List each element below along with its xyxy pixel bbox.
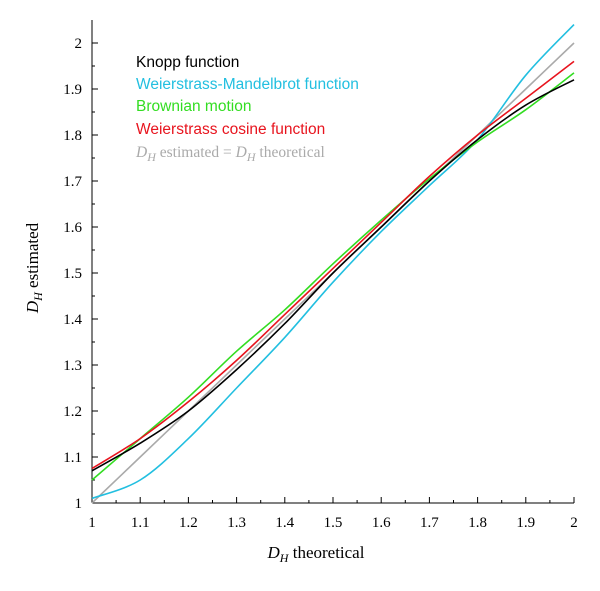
series-lines [91, 24, 575, 504]
x-ticks: 1 1.1 1.2 1.3 1.4 1.5 1.6 1.7 1.8 1.9 2 [88, 497, 578, 531]
legend-entry-weierstrass-cosine: Weierstrass cosine function [136, 121, 325, 138]
x-tick-label: 1 [88, 515, 96, 531]
y-ticks: 1 1.1 1.2 1.3 1.4 1.5 1.6 1.7 1.8 1.9 2 [63, 36, 98, 512]
x-axis-label-sub: H [279, 551, 290, 565]
legend-entry-knopp: Knopp function [136, 54, 239, 71]
x-tick-label: 1.6 [372, 515, 391, 531]
legend-identity-sub: H [146, 150, 157, 164]
legend-identity-text-2: theoretical [256, 144, 325, 161]
series-weierstrass-cosine-line [91, 60, 575, 470]
x-axis-label-symbol: D [267, 543, 281, 562]
y-tick-label: 1.3 [63, 358, 82, 374]
x-tick-label: 1.8 [468, 515, 487, 531]
legend-identity-symbol: D [135, 144, 147, 161]
y-tick-label: 1.9 [63, 82, 82, 98]
plot-area: 1 1.1 1.2 1.3 1.4 1.5 1.6 1.7 1.8 1.9 2 1 1.1 1.2 1.3… [63, 20, 578, 531]
y-axis-label: DH estimated [23, 222, 45, 314]
y-tick-label: 1.7 [63, 174, 82, 190]
legend-entry-weierstrass-mandelbrot: Weierstrass-Mandelbrot function [136, 76, 359, 93]
x-tick-label: 1.5 [324, 515, 343, 531]
y-tick-label: 1 [75, 496, 83, 512]
x-axis-label: DH theoretical [267, 543, 365, 565]
y-tick-label: 2 [75, 36, 83, 52]
y-tick-label: 1.8 [63, 128, 82, 144]
legend-identity-sub-2: H [246, 150, 257, 164]
x-tick-label: 1.2 [179, 515, 198, 531]
x-tick-label: 2 [570, 515, 578, 531]
x-tick-label: 1.4 [275, 515, 294, 531]
series-brownian-line [91, 72, 575, 481]
legend-entry-brownian: Brownian motion [136, 98, 251, 115]
x-axis-label-text: theoretical [288, 543, 364, 562]
y-axis-label-sub: H [31, 291, 45, 302]
legend-identity-text: estimated = [156, 144, 236, 161]
x-tick-label: 1.7 [420, 515, 439, 531]
x-tick-label: 1.1 [131, 515, 150, 531]
series-knopp-line [91, 79, 575, 472]
legend-identity-symbol-2: D [235, 144, 247, 161]
y-tick-label: 1.5 [63, 266, 82, 282]
y-tick-label: 1.4 [63, 312, 82, 328]
x-tick-label: 1.9 [516, 515, 535, 531]
y-axis-label-symbol: D [23, 300, 42, 314]
y-tick-label: 1.2 [63, 404, 82, 420]
y-axis-label-text: estimated [23, 222, 42, 292]
y-tick-label: 1.1 [63, 450, 82, 466]
x-tick-label: 1.3 [227, 515, 246, 531]
legend: Knopp function Weierstrass-Mandelbrot fu… [135, 54, 359, 164]
legend-entry-identity: DH estimated = DH theoretical [135, 144, 325, 164]
series-weierstrass-mandelbrot-line [91, 24, 575, 500]
y-tick-label: 1.6 [63, 220, 82, 236]
